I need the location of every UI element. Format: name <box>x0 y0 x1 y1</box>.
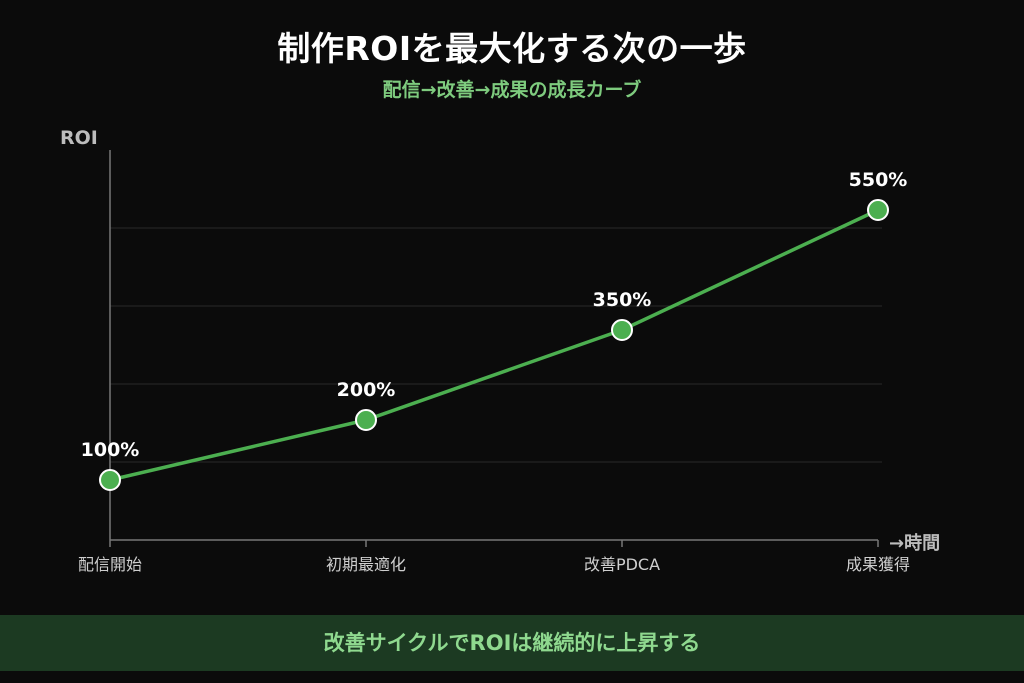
series-line <box>109 208 879 482</box>
chart-title: 制作ROIを最大化する次の一歩 <box>277 29 747 68</box>
data-point <box>867 199 889 221</box>
y-axis-label: ROI <box>60 127 98 149</box>
chart-subtitle: 配信→改善→成果の成長カーブ <box>382 79 642 101</box>
x-axis-label: →時間 <box>889 533 940 554</box>
data-label: 550% <box>849 169 908 191</box>
data-label: 200% <box>337 379 396 401</box>
data-point <box>99 469 121 491</box>
x-tick-label: 成果獲得 <box>846 555 910 574</box>
x-tick-label: 初期最適化 <box>326 555 406 574</box>
data-point <box>355 409 377 431</box>
footer-banner: 改善サイクルでROIは継続的に上昇する <box>0 615 1024 671</box>
x-tick-label: 改善PDCA <box>584 555 660 574</box>
data-label: 350% <box>593 289 652 311</box>
footer-message: 改善サイクルでROIは継続的に上昇する <box>323 631 701 655</box>
x-tick-label: 配信開始 <box>78 555 142 574</box>
data-point <box>611 319 633 341</box>
data-label: 100% <box>81 439 140 461</box>
